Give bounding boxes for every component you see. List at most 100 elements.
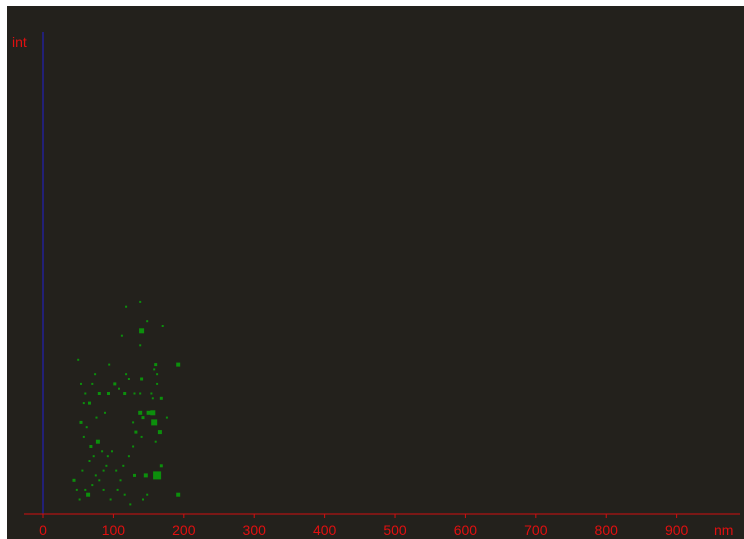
data-point [102, 488, 105, 491]
data-point [85, 426, 88, 429]
data-point [84, 488, 87, 491]
data-point [176, 362, 181, 367]
data-point [101, 450, 104, 453]
data-point [150, 410, 156, 416]
x-tick-label: 200 [172, 522, 196, 538]
x-tick-label: 700 [524, 522, 548, 538]
data-point [111, 450, 113, 453]
data-point [125, 373, 128, 376]
data-point [107, 392, 110, 395]
data-point [81, 469, 84, 472]
data-point [154, 440, 157, 443]
x-tick-label: 100 [102, 522, 126, 538]
data-point [120, 334, 123, 337]
data-point [157, 430, 162, 435]
data-point [151, 397, 154, 400]
data-point [78, 498, 81, 501]
data-point [139, 392, 142, 395]
data-point [105, 464, 108, 467]
data-point [84, 392, 87, 395]
data-point [102, 469, 105, 472]
scatter-chart: int nm 0 100 200 300 400 500 600 700 800 900 [12, 32, 740, 538]
data-point [133, 473, 136, 477]
data-point [140, 377, 144, 381]
x-tick-label: 400 [313, 522, 337, 538]
data-points [72, 300, 181, 506]
data-point [109, 498, 112, 501]
data-point [108, 363, 111, 366]
data-point [159, 396, 163, 400]
data-point [141, 416, 145, 420]
data-point [88, 460, 91, 462]
data-point [86, 492, 91, 497]
data-point [140, 435, 143, 438]
y-axis-label: int [12, 34, 27, 50]
data-point [138, 410, 143, 415]
data-point [165, 416, 168, 419]
x-tick-label: 600 [454, 522, 478, 538]
data-point [146, 410, 151, 415]
x-tick-label: 0 [39, 522, 47, 538]
data-point [104, 411, 106, 414]
data-point [154, 363, 158, 367]
data-point [113, 382, 117, 386]
data-point [98, 479, 101, 482]
data-point [176, 492, 181, 497]
data-point [91, 484, 94, 487]
data-point [95, 416, 98, 419]
data-point [132, 445, 135, 448]
plot-area: int nm 0 100 200 300 400 500 600 700 800 900 [7, 6, 744, 539]
data-point [153, 471, 162, 480]
x-tick-label: 500 [383, 522, 407, 538]
data-point [156, 382, 159, 385]
data-point [95, 439, 100, 444]
data-point [127, 455, 130, 458]
data-point [139, 328, 145, 334]
data-point [161, 325, 164, 327]
data-point [146, 320, 149, 323]
data-point [143, 473, 148, 478]
data-point [123, 493, 126, 496]
data-point [88, 401, 91, 405]
data-point [106, 455, 109, 458]
data-point [146, 493, 149, 496]
data-point [115, 469, 118, 472]
data-point [119, 479, 122, 482]
data-point [127, 378, 130, 380]
x-tick-label: 300 [243, 522, 267, 538]
data-point [94, 373, 97, 376]
data-point [132, 421, 135, 424]
data-point [159, 464, 163, 468]
data-point [150, 392, 153, 395]
data-point [129, 503, 132, 506]
data-point [80, 382, 82, 385]
data-point [156, 373, 159, 376]
data-point [72, 478, 76, 482]
data-point [94, 474, 97, 477]
data-point [139, 344, 142, 347]
data-point [77, 358, 80, 361]
data-point [79, 420, 83, 424]
data-point [92, 455, 95, 458]
data-point [125, 305, 128, 308]
x-ticks: 0 100 200 300 400 500 600 700 800 900 [39, 514, 689, 538]
data-point [122, 464, 125, 467]
x-tick-label: 900 [665, 522, 689, 538]
data-point [134, 430, 138, 434]
data-point [89, 445, 93, 448]
x-axis-label: nm [714, 522, 733, 538]
data-point [82, 402, 85, 405]
data-point [118, 387, 120, 390]
data-point [151, 419, 158, 426]
x-tick-label: 800 [595, 522, 619, 538]
data-point [97, 392, 101, 395]
data-point [133, 392, 136, 395]
data-point [123, 392, 127, 395]
data-point [139, 300, 142, 303]
data-point [116, 488, 119, 491]
data-point [153, 368, 156, 371]
data-point [82, 435, 85, 438]
data-point [142, 498, 144, 501]
data-point [91, 382, 94, 385]
data-point [75, 488, 78, 491]
